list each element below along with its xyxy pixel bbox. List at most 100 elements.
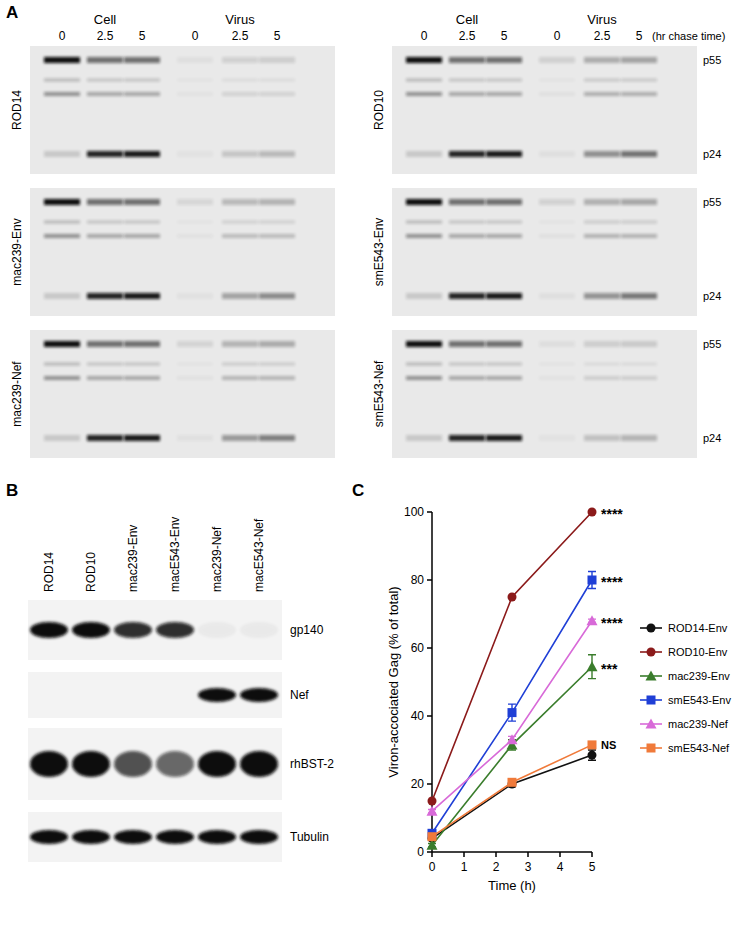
x-tick-label: 1 <box>461 860 468 874</box>
band <box>259 293 295 299</box>
x-tick <box>591 852 593 857</box>
band <box>87 221 123 224</box>
band <box>584 341 620 347</box>
legend-label: mac239-Nef <box>668 718 729 730</box>
band <box>44 221 80 224</box>
legend-marker <box>646 671 657 681</box>
gel-label: ROD10 <box>372 90 386 130</box>
lane-label: mac239-Env <box>126 525 140 592</box>
x-tick-label: 0 <box>429 860 436 874</box>
lane-label: ROD14 <box>42 552 56 592</box>
band <box>44 57 80 63</box>
band <box>486 79 522 82</box>
band <box>124 234 160 238</box>
band <box>259 221 295 224</box>
band <box>240 830 278 844</box>
blot <box>28 600 282 660</box>
y-tick-label: 60 <box>411 641 425 655</box>
band <box>72 622 110 638</box>
band <box>156 751 194 777</box>
band <box>486 376 522 380</box>
band <box>621 293 657 299</box>
band <box>44 234 80 238</box>
band <box>259 341 295 347</box>
row-label: gp140 <box>290 623 324 637</box>
band <box>198 622 236 638</box>
band <box>406 221 442 224</box>
band <box>406 341 442 347</box>
data-point <box>428 832 437 841</box>
band <box>72 751 110 777</box>
x-tick-label: 4 <box>557 860 564 874</box>
blot-background <box>28 672 282 718</box>
gel-label: smE543-Env <box>372 218 386 287</box>
legend-label: smE543-Env <box>668 694 731 706</box>
band <box>222 79 258 82</box>
series-line <box>432 621 592 811</box>
band <box>621 199 657 205</box>
band <box>44 363 80 366</box>
data-point <box>428 797 437 806</box>
band <box>449 92 485 96</box>
lane-label: mac239-Nef <box>210 526 224 592</box>
band <box>222 341 258 347</box>
lane-label: ROD10 <box>84 552 98 592</box>
data-point <box>588 751 597 760</box>
band <box>240 622 278 638</box>
band <box>259 151 295 157</box>
error-bar <box>588 572 596 589</box>
band <box>177 57 213 63</box>
band <box>222 92 258 96</box>
band <box>449 341 485 347</box>
band <box>177 435 213 441</box>
band <box>222 376 258 380</box>
band <box>177 221 213 224</box>
column-label: Cell <box>94 12 117 27</box>
band <box>584 221 620 224</box>
time-label: 2.5 <box>594 29 611 43</box>
band <box>621 57 657 63</box>
gel <box>30 188 335 316</box>
band <box>584 57 620 63</box>
gel-background <box>30 188 335 316</box>
gel <box>30 330 335 458</box>
band <box>177 92 213 96</box>
panel-label: B <box>6 481 18 500</box>
y-tick <box>427 511 432 513</box>
legend-label: smE543-Nef <box>668 742 730 754</box>
annotation: **** <box>601 615 623 631</box>
band <box>584 199 620 205</box>
band-label: p24 <box>703 432 721 444</box>
time-label: 5 <box>139 29 146 43</box>
blot-background <box>28 728 282 800</box>
band <box>406 293 442 299</box>
band <box>44 293 80 299</box>
band <box>177 199 213 205</box>
gel-label: mac239-Nef <box>10 361 24 427</box>
band <box>87 341 123 347</box>
y-tick-label: 20 <box>411 777 425 791</box>
gel-background <box>30 46 335 174</box>
band <box>259 92 295 96</box>
time-label: 0 <box>421 29 428 43</box>
band <box>449 79 485 82</box>
band <box>406 92 442 96</box>
y-axis-label: Viron-accociated Gag (% of total) <box>386 586 401 777</box>
gel <box>392 46 697 174</box>
data-point <box>588 576 597 585</box>
band <box>486 234 522 238</box>
x-tick <box>463 852 465 857</box>
panel-label: A <box>6 3 18 22</box>
band <box>259 199 295 205</box>
band <box>222 234 258 238</box>
lane-label: macE543-Env <box>168 517 182 592</box>
band <box>222 363 258 366</box>
band <box>486 151 522 157</box>
band <box>222 199 258 205</box>
column-label: Virus <box>225 12 255 27</box>
band <box>539 293 575 299</box>
band <box>124 79 160 82</box>
band <box>177 293 213 299</box>
band <box>124 435 160 441</box>
y-tick <box>427 783 432 785</box>
